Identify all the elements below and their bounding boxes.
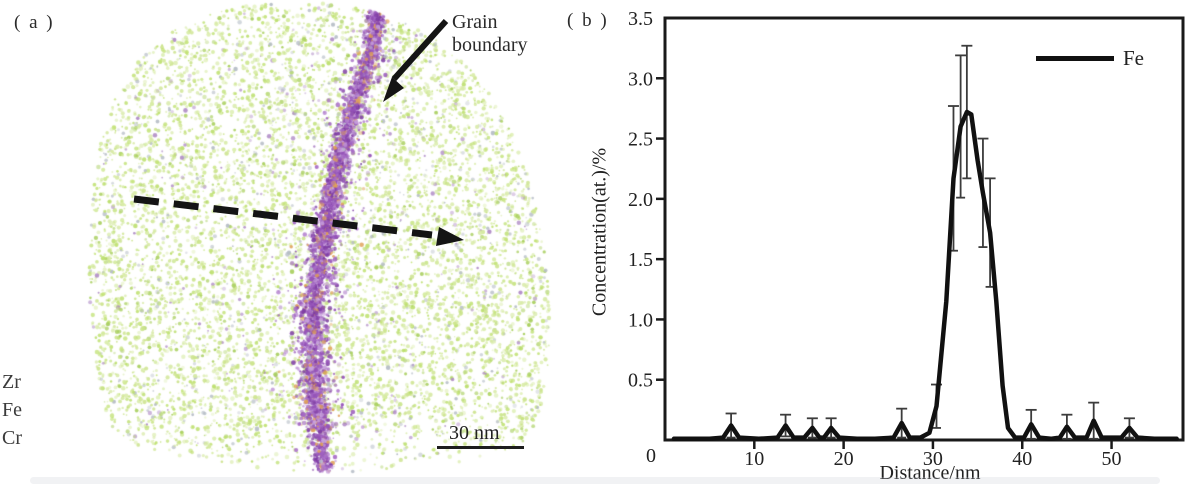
- legend-fe-line-swatch: [1036, 56, 1114, 61]
- y-tick-label: 3.0: [628, 68, 653, 90]
- y-tick-label: 1.5: [628, 249, 653, 271]
- y-tick-label: 1.0: [628, 309, 653, 331]
- chart-legend: Fe: [1036, 46, 1144, 71]
- y-tick-label: 2.0: [628, 189, 653, 211]
- fe-profile-line: [671, 109, 1179, 442]
- y-tick-label: 2.5: [628, 129, 653, 151]
- x-tick-label: 50: [1102, 448, 1122, 470]
- element-label-cr: Cr: [2, 427, 22, 449]
- chart-axes: 0.5 1.0 1.5 2.0 2.5 3.0 3.5 10 20 30 40 50 0: [628, 8, 1185, 470]
- legend-fe-label: Fe: [1123, 46, 1144, 70]
- x-axis-label: Distance/nm: [879, 462, 981, 484]
- element-label-zr: Zr: [2, 371, 21, 393]
- fe-error-bars: [725, 44, 1135, 440]
- y-axis-label: Concentration(at.)/%: [588, 147, 611, 317]
- x-tick-label: 10: [744, 448, 764, 470]
- scale-bar-line: [437, 446, 524, 449]
- apt-reconstruction-image: [0, 0, 560, 486]
- x-tick-label: 40: [1012, 448, 1032, 470]
- concentration-profile-chart: 0.5 1.0 1.5 2.0 2.5 3.0 3.5 10 20 30 40 50 0: [628, 8, 1185, 470]
- scan-artifact: [30, 477, 1160, 484]
- grain-boundary-annotation: Grain boundary: [452, 11, 528, 56]
- panel-b-label: ( b ): [567, 10, 609, 31]
- panel-a-label: ( a ): [14, 12, 55, 33]
- y-tick-label: 0.5: [628, 370, 653, 392]
- element-label-fe: Fe: [2, 399, 22, 421]
- origin-tick-label: 0: [646, 445, 656, 467]
- y-tick-label: 3.5: [628, 8, 653, 30]
- x-tick-label: 20: [834, 448, 854, 470]
- x-tick-label: 30: [923, 448, 943, 470]
- element-legend: Zr Fe Cr: [2, 368, 22, 452]
- scale-bar-label: 30 nm: [449, 422, 500, 444]
